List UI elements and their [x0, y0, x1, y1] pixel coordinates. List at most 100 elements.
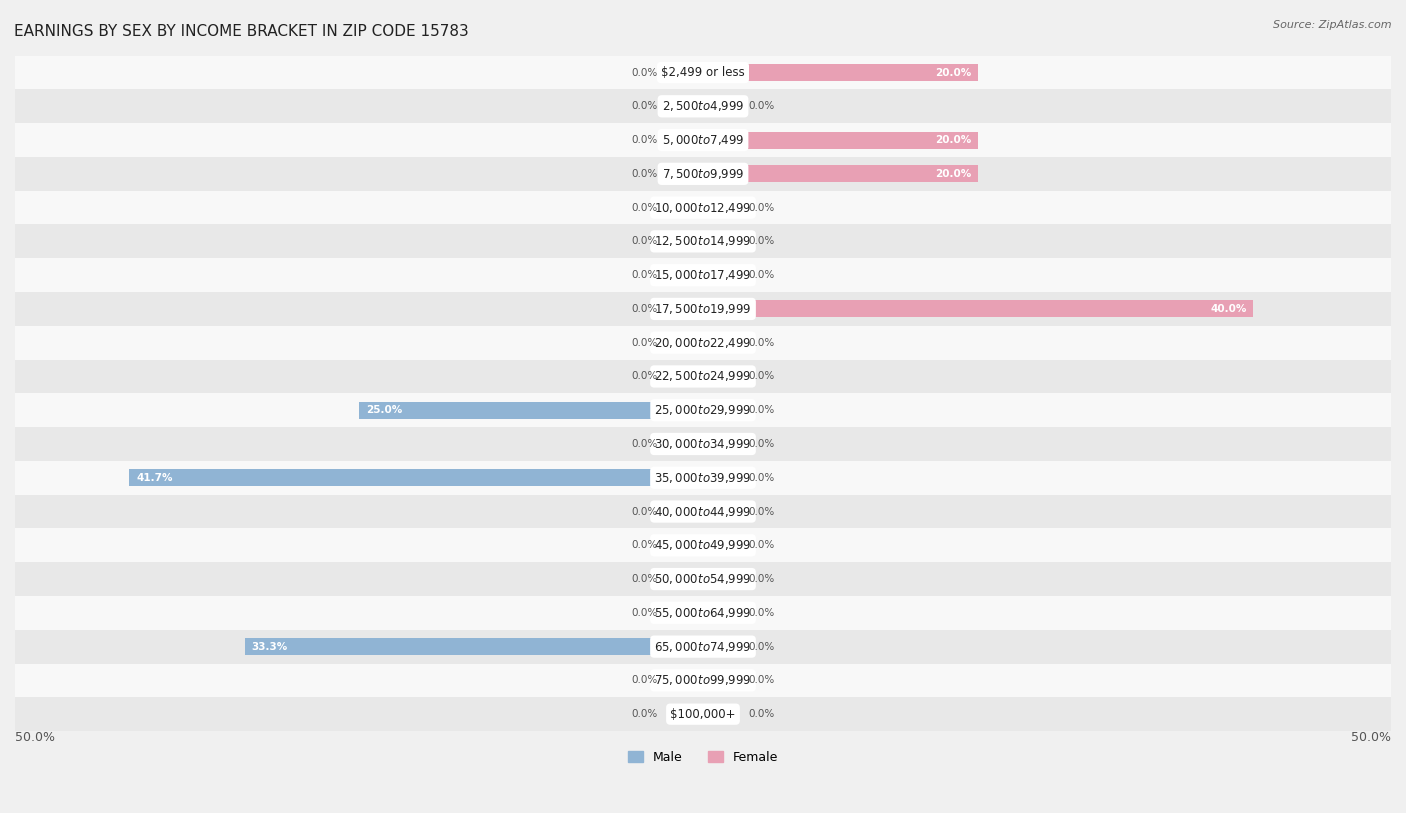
Bar [669, 267, 703, 284]
Bar [703, 604, 737, 621]
Text: 20.0%: 20.0% [935, 135, 972, 145]
Text: $50,000 to $54,999: $50,000 to $54,999 [654, 572, 752, 586]
Bar [669, 132, 703, 149]
Text: 0.0%: 0.0% [748, 372, 775, 381]
Text: $20,000 to $22,499: $20,000 to $22,499 [654, 336, 752, 350]
Bar [15, 89, 1391, 124]
Text: $7,500 to $9,999: $7,500 to $9,999 [662, 167, 744, 180]
Bar [15, 224, 1391, 259]
Text: 0.0%: 0.0% [631, 304, 658, 314]
Text: EARNINGS BY SEX BY INCOME BRACKET IN ZIP CODE 15783: EARNINGS BY SEX BY INCOME BRACKET IN ZIP… [14, 24, 468, 39]
Text: 0.0%: 0.0% [748, 574, 775, 584]
Bar [703, 165, 979, 182]
Text: 0.0%: 0.0% [631, 169, 658, 179]
Bar [669, 436, 703, 453]
Bar [703, 98, 737, 115]
Bar [15, 698, 1391, 731]
Text: 0.0%: 0.0% [631, 337, 658, 348]
Text: $55,000 to $64,999: $55,000 to $64,999 [654, 606, 752, 620]
Text: $65,000 to $74,999: $65,000 to $74,999 [654, 640, 752, 654]
Bar [15, 259, 1391, 292]
Text: 0.0%: 0.0% [631, 102, 658, 111]
Text: 0.0%: 0.0% [631, 574, 658, 584]
Bar [669, 98, 703, 115]
Bar [669, 233, 703, 250]
Bar [703, 503, 737, 520]
Text: 50.0%: 50.0% [1351, 731, 1391, 744]
Text: $25,000 to $29,999: $25,000 to $29,999 [654, 403, 752, 417]
Text: 0.0%: 0.0% [631, 439, 658, 449]
Text: Source: ZipAtlas.com: Source: ZipAtlas.com [1274, 20, 1392, 30]
Text: 0.0%: 0.0% [631, 608, 658, 618]
Bar [703, 638, 737, 655]
Bar [703, 132, 979, 149]
Bar [669, 706, 703, 723]
Text: 41.7%: 41.7% [136, 473, 173, 483]
Text: 20.0%: 20.0% [935, 67, 972, 77]
Bar [669, 334, 703, 351]
Text: $2,500 to $4,999: $2,500 to $4,999 [662, 99, 744, 113]
Bar [669, 604, 703, 621]
Text: 0.0%: 0.0% [748, 541, 775, 550]
Bar [15, 55, 1391, 89]
Bar [669, 571, 703, 588]
Text: 20.0%: 20.0% [935, 169, 972, 179]
Bar [703, 436, 737, 453]
Bar [15, 461, 1391, 494]
Bar [15, 427, 1391, 461]
Bar [359, 402, 703, 419]
Text: 50.0%: 50.0% [15, 731, 55, 744]
Text: $12,500 to $14,999: $12,500 to $14,999 [654, 234, 752, 249]
Text: $10,000 to $12,499: $10,000 to $12,499 [654, 201, 752, 215]
Bar [703, 301, 1253, 317]
Text: $75,000 to $99,999: $75,000 to $99,999 [654, 673, 752, 687]
Bar [669, 301, 703, 317]
Text: 0.0%: 0.0% [748, 337, 775, 348]
Text: 0.0%: 0.0% [748, 608, 775, 618]
Bar [703, 469, 737, 486]
Bar [15, 494, 1391, 528]
Text: 0.0%: 0.0% [631, 372, 658, 381]
Text: 0.0%: 0.0% [631, 676, 658, 685]
Bar [669, 165, 703, 182]
Text: 0.0%: 0.0% [631, 237, 658, 246]
Text: 0.0%: 0.0% [748, 237, 775, 246]
Text: 0.0%: 0.0% [748, 202, 775, 213]
Bar [703, 267, 737, 284]
Bar [15, 663, 1391, 698]
Text: $35,000 to $39,999: $35,000 to $39,999 [654, 471, 752, 485]
Legend: Male, Female: Male, Female [623, 746, 783, 768]
Text: 0.0%: 0.0% [748, 473, 775, 483]
Text: 0.0%: 0.0% [748, 102, 775, 111]
Bar [15, 191, 1391, 224]
Text: 0.0%: 0.0% [631, 270, 658, 280]
Text: $30,000 to $34,999: $30,000 to $34,999 [654, 437, 752, 451]
Text: 0.0%: 0.0% [631, 202, 658, 213]
Bar [669, 64, 703, 81]
Text: 0.0%: 0.0% [748, 270, 775, 280]
Bar [245, 638, 703, 655]
Text: 0.0%: 0.0% [748, 506, 775, 516]
Bar [703, 402, 737, 419]
Text: 0.0%: 0.0% [748, 641, 775, 651]
Text: 0.0%: 0.0% [748, 439, 775, 449]
Bar [15, 393, 1391, 427]
Bar [15, 596, 1391, 630]
Text: 0.0%: 0.0% [631, 67, 658, 77]
Text: 33.3%: 33.3% [252, 641, 288, 651]
Bar [15, 124, 1391, 157]
Bar [703, 571, 737, 588]
Bar [15, 157, 1391, 191]
Bar [703, 672, 737, 689]
Bar [15, 630, 1391, 663]
Bar [703, 537, 737, 554]
Bar [15, 563, 1391, 596]
Bar [129, 469, 703, 486]
Bar [703, 368, 737, 385]
Text: 0.0%: 0.0% [631, 541, 658, 550]
Bar [669, 368, 703, 385]
Text: $40,000 to $44,999: $40,000 to $44,999 [654, 505, 752, 519]
Bar [703, 706, 737, 723]
Text: 25.0%: 25.0% [366, 405, 402, 415]
Bar [15, 359, 1391, 393]
